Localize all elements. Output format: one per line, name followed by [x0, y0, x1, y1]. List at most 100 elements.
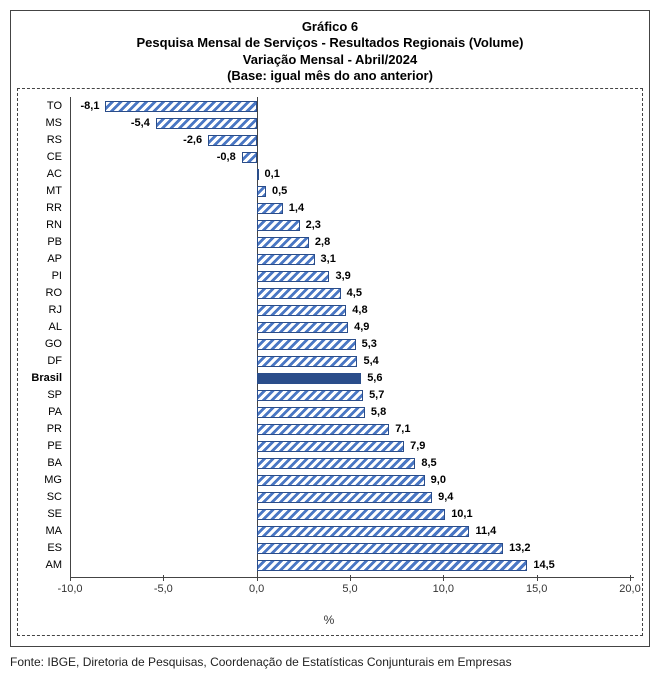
y-axis-label: MS [20, 117, 66, 129]
x-axis: -10,0-5,00,05,010,015,020,0 [70, 579, 630, 611]
bar [257, 254, 315, 265]
x-tick-mark [537, 575, 538, 581]
bar-value-label: 5,6 [367, 372, 382, 384]
x-tick-label: -5,0 [154, 583, 173, 595]
bar [257, 186, 266, 197]
bar [208, 135, 257, 146]
bar-value-label: 4,5 [347, 287, 362, 299]
x-tick-mark [70, 575, 71, 581]
y-axis-label: MT [20, 185, 66, 197]
y-axis-label: TO [20, 100, 66, 112]
bar [257, 220, 300, 231]
title-line-4: (Base: igual mês do ano anterior) [17, 68, 643, 84]
bars-canvas: -8,1-5,4-2,6-0,80,10,51,42,32,83,13,94,5… [70, 97, 634, 577]
y-axis-label: DF [20, 355, 66, 367]
bar [257, 407, 365, 418]
bar-value-label: -5,4 [131, 117, 150, 129]
x-axis-title: % [24, 613, 634, 627]
x-tick-mark [443, 575, 444, 581]
x-tick-label: 0,0 [249, 583, 264, 595]
y-axis-label: RR [20, 202, 66, 214]
y-axis-label: ES [20, 542, 66, 554]
bar-value-label: 9,0 [431, 474, 446, 486]
y-axis-label: BA [20, 457, 66, 469]
x-axis-line [70, 577, 634, 578]
bar [257, 356, 358, 367]
bar-value-label: -0,8 [217, 151, 236, 163]
y-axis-label: GO [20, 338, 66, 350]
bar-value-label: 14,5 [533, 559, 554, 571]
bar-value-label: 7,1 [395, 423, 410, 435]
x-tick-label: 10,0 [433, 583, 454, 595]
y-axis-label: AL [20, 321, 66, 333]
y-axis-label: SP [20, 389, 66, 401]
x-tick-mark [163, 575, 164, 581]
bar [257, 526, 470, 537]
y-axis-label: SE [20, 508, 66, 520]
bar-value-label: -2,6 [183, 134, 202, 146]
y-axis-label: RO [20, 287, 66, 299]
bar [257, 424, 390, 435]
bar-value-label: 5,8 [371, 406, 386, 418]
bar-value-label: 2,8 [315, 236, 330, 248]
bar-value-label: 5,7 [369, 389, 384, 401]
bar [156, 118, 257, 129]
y-axis-labels: TOMSRSCEACMTRRRNPBAPPIRORJALGODFBrasilSP… [24, 97, 70, 577]
x-tick-label: 15,0 [526, 583, 547, 595]
x-tick-mark [257, 575, 258, 581]
bar-value-label: 5,3 [362, 338, 377, 350]
y-axis-label: SC [20, 491, 66, 503]
y-axis-label: PI [20, 270, 66, 282]
y-axis-label: Brasil [20, 372, 66, 384]
bar [257, 288, 341, 299]
bar [257, 390, 363, 401]
bar-value-label: 3,9 [335, 270, 350, 282]
title-line-3: Variação Mensal - Abril/2024 [17, 52, 643, 68]
bar [257, 271, 330, 282]
bar-value-label: 11,4 [475, 525, 496, 537]
y-axis-label: PE [20, 440, 66, 452]
bar-value-label: 4,9 [354, 321, 369, 333]
plot-frame: TOMSRSCEACMTRRRNPBAPPIRORJALGODFBrasilSP… [17, 88, 643, 636]
y-axis-label: MG [20, 474, 66, 486]
bar [257, 339, 356, 350]
y-axis-label: AC [20, 168, 66, 180]
bar-brasil [257, 373, 362, 384]
bar-value-label: 5,4 [363, 355, 378, 367]
x-tick-label: 20,0 [619, 583, 640, 595]
bar [257, 475, 425, 486]
bar [257, 458, 416, 469]
y-axis-label: PB [20, 236, 66, 248]
chart-container: Gráfico 6 Pesquisa Mensal de Serviços - … [10, 10, 650, 647]
bar-value-label: 4,8 [352, 304, 367, 316]
y-axis-label: PA [20, 406, 66, 418]
bar-value-label: 10,1 [451, 508, 472, 520]
bar-value-label: 13,2 [509, 542, 530, 554]
chart-titles: Gráfico 6 Pesquisa Mensal de Serviços - … [17, 19, 643, 84]
title-line-2: Pesquisa Mensal de Serviços - Resultados… [17, 35, 643, 51]
bar [257, 543, 503, 554]
x-tick-mark [630, 575, 631, 581]
bar-value-label: 0,5 [272, 185, 287, 197]
bar-value-label: -8,1 [80, 100, 99, 112]
bar [257, 203, 283, 214]
bar [257, 169, 259, 180]
y-axis-label: AP [20, 253, 66, 265]
y-axis-label: CE [20, 151, 66, 163]
y-axis-label: MA [20, 525, 66, 537]
x-tick-mark [350, 575, 351, 581]
bar-value-label: 7,9 [410, 440, 425, 452]
bar [257, 492, 432, 503]
bar [105, 101, 256, 112]
y-axis-label: AM [20, 559, 66, 571]
bar [257, 441, 404, 452]
y-axis-label: RS [20, 134, 66, 146]
bar [257, 237, 309, 248]
bar-value-label: 0,1 [265, 168, 280, 180]
y-axis-label: RN [20, 219, 66, 231]
y-axis-label: PR [20, 423, 66, 435]
bar-value-label: 9,4 [438, 491, 453, 503]
bar-value-label: 1,4 [289, 202, 304, 214]
bar [257, 509, 446, 520]
bar-value-label: 3,1 [321, 253, 336, 265]
